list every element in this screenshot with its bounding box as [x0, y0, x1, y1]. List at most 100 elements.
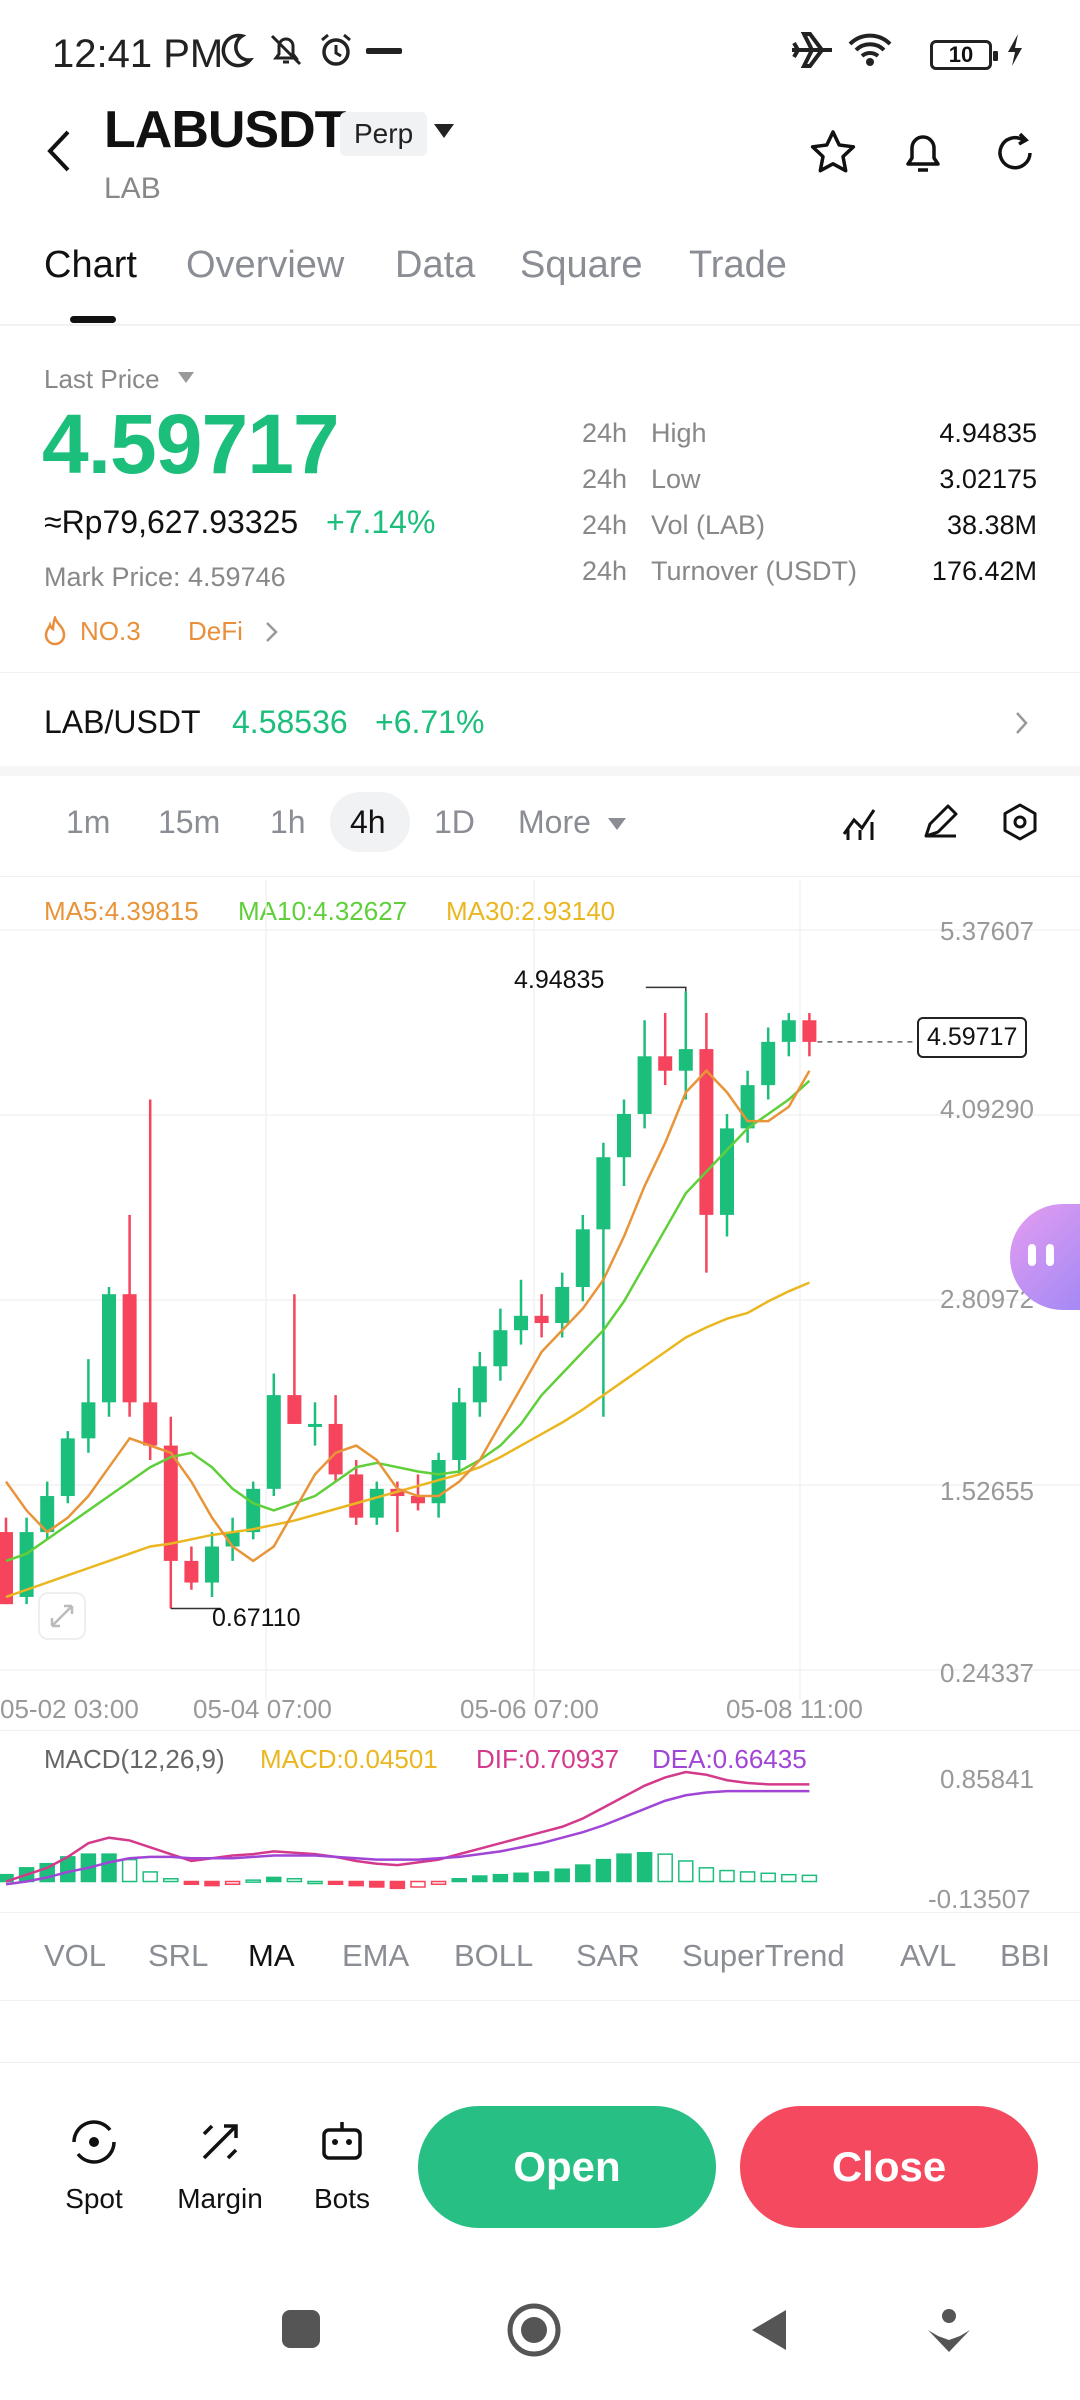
back-icon[interactable] — [44, 128, 72, 174]
stat-value: 38.38M — [946, 510, 1037, 540]
candle-body — [349, 1474, 364, 1518]
macd-bar — [183, 1880, 200, 1885]
candle-body — [205, 1546, 219, 1583]
stat-value: 4.94835 — [939, 418, 1037, 448]
margin-label: Margin — [177, 2183, 263, 2214]
tab-indicator — [70, 316, 116, 323]
pencil-icon[interactable] — [920, 802, 960, 842]
wifi-icon — [848, 33, 892, 66]
open-button[interactable]: Open — [418, 2106, 716, 2228]
x-axis-label: 05-08 11:00 — [726, 1694, 863, 1724]
candle-body — [699, 1049, 714, 1215]
recents-nav-button[interactable] — [282, 2310, 320, 2348]
chevron-right-icon[interactable] — [264, 620, 280, 644]
y-axis-label: 4.09290 — [940, 1094, 1034, 1124]
macd-bar — [616, 1853, 632, 1883]
tab-square[interactable]: Square — [520, 244, 643, 286]
high-marker: 4.94835 — [514, 966, 605, 994]
assistant-nav-button[interactable] — [926, 2306, 972, 2356]
macd-bar — [204, 1880, 220, 1887]
spot-label: Spot — [65, 2183, 123, 2214]
timeframe-1h[interactable]: 1h — [270, 804, 306, 840]
app-indicator-icon — [366, 48, 402, 54]
stat-value: 3.02175 — [939, 464, 1037, 494]
perp-badge[interactable]: Perp — [340, 112, 428, 156]
current-price-tag[interactable]: 4.59717 — [917, 1017, 1028, 1058]
settings-icon[interactable] — [1000, 802, 1040, 842]
indicator-bbi[interactable]: BBI — [1000, 1938, 1050, 1973]
refresh-icon[interactable] — [990, 128, 1040, 178]
bots-button[interactable]: Bots — [302, 2116, 382, 2215]
divider — [0, 876, 1080, 877]
tab-trade[interactable]: Trade — [689, 244, 787, 286]
chevron-down-icon[interactable] — [434, 124, 454, 138]
candle-body — [514, 1315, 528, 1331]
indicator-sar[interactable]: SAR — [576, 1938, 640, 1973]
chevron-down-icon[interactable] — [178, 372, 194, 383]
category-tag[interactable]: DeFi — [188, 616, 243, 646]
chevron-down-icon[interactable] — [608, 818, 626, 830]
macd-bar — [698, 1867, 715, 1883]
timeframe-1d[interactable]: 1D — [434, 804, 475, 840]
macd-bar — [121, 1858, 138, 1883]
macd-bar — [513, 1872, 529, 1883]
fullscreen-button[interactable] — [38, 1592, 86, 1640]
macd-bar — [472, 1875, 488, 1883]
timeframe-active-pill — [330, 792, 410, 852]
stat-label: Vol (LAB) — [651, 510, 766, 540]
macd-bar — [389, 1880, 406, 1890]
tab-chart[interactable]: Chart — [44, 244, 137, 286]
spot-button[interactable]: Spot — [54, 2116, 134, 2215]
candle-body — [411, 1496, 425, 1504]
back-nav-button[interactable] — [748, 2306, 790, 2354]
tab-overview[interactable]: Overview — [186, 244, 345, 286]
indicator-boll[interactable]: BOLL — [454, 1938, 534, 1973]
macd-bar — [739, 1871, 756, 1883]
candle-body — [617, 1113, 631, 1158]
macd-bar — [760, 1872, 776, 1883]
candle-body — [122, 1294, 137, 1403]
candle-body — [596, 1157, 611, 1230]
bell-icon[interactable] — [898, 126, 948, 178]
macd-bar — [575, 1864, 591, 1883]
home-nav-button[interactable] — [506, 2302, 562, 2358]
candle-body — [184, 1560, 199, 1583]
candle-body — [678, 1049, 693, 1071]
macd-bar — [142, 1871, 158, 1883]
macd-bar — [430, 1880, 447, 1885]
indicator-ema[interactable]: EMA — [342, 1938, 410, 1973]
tab-data[interactable]: Data — [395, 244, 476, 286]
rank-tag[interactable]: NO.3 — [80, 616, 141, 646]
timeframe-4h[interactable]: 4h — [350, 804, 386, 840]
last-price-label[interactable]: Last Price — [44, 364, 160, 394]
macd-bar — [678, 1860, 694, 1883]
alarm-icon — [321, 33, 351, 66]
candle-body — [534, 1315, 549, 1324]
candle-body — [761, 1041, 776, 1086]
divider — [0, 1912, 1080, 1913]
indicator-srl[interactable]: SRL — [148, 1938, 209, 1973]
ma5-label: MA5:4.39815 — [44, 896, 199, 926]
indicator-ma[interactable]: MA — [248, 1938, 295, 1973]
price-chart[interactable] — [0, 880, 1080, 1900]
dea-line — [5, 1789, 810, 1886]
timeframe-15m[interactable]: 15m — [158, 804, 221, 840]
star-icon[interactable] — [808, 128, 858, 178]
indicator-avl[interactable]: AVL — [900, 1938, 957, 1973]
macd-bar — [719, 1869, 735, 1883]
candle-body — [102, 1294, 116, 1403]
stat-period: 24h — [582, 510, 628, 540]
pair-title[interactable]: LABUSDT — [104, 101, 346, 159]
dif-line — [5, 1770, 810, 1883]
timeframe-1m[interactable]: 1m — [66, 804, 111, 840]
timeframe-more[interactable]: More — [518, 804, 591, 840]
indicator-icon[interactable] — [840, 802, 880, 842]
close-button[interactable]: Close — [740, 2106, 1038, 2228]
ma10-line — [5, 1079, 811, 1563]
indicator-supertrend[interactable]: SuperTrend — [682, 1938, 845, 1973]
chevron-right-icon[interactable] — [1014, 710, 1030, 736]
macd-bar — [307, 1880, 323, 1885]
indicator-vol[interactable]: VOL — [44, 1938, 107, 1973]
margin-button[interactable]: Margin — [172, 2116, 268, 2215]
candle-body — [720, 1128, 734, 1215]
